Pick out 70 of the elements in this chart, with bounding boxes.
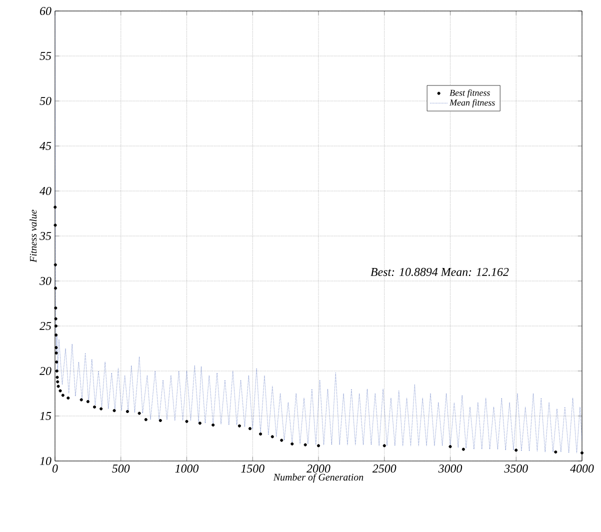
- x-tick-label: 3500: [504, 464, 528, 473]
- point: [198, 422, 202, 425]
- point: [462, 448, 465, 451]
- point: [112, 409, 116, 412]
- y-tick-label: 40: [40, 186, 52, 196]
- point: [54, 351, 58, 355]
- y-tick-label: 25: [40, 322, 52, 330]
- y-tick-label: 30: [40, 276, 52, 286]
- point: [58, 389, 62, 392]
- legend-label: Mean fitness: [449, 99, 495, 108]
- y-tick-label: 15: [40, 412, 52, 420]
- point: [54, 206, 57, 209]
- point: [56, 380, 60, 384]
- point: [54, 263, 57, 266]
- x-tick-label: 4000: [570, 464, 594, 473]
- y-tick-label: 20: [40, 366, 52, 376]
- y-tick-label: 35: [40, 232, 52, 240]
- point: [448, 445, 452, 448]
- point: [270, 435, 274, 438]
- point: [258, 432, 262, 436]
- point: [55, 360, 58, 364]
- x-tick-label: 2500: [372, 464, 396, 473]
- y-tick-label: 55: [40, 52, 52, 60]
- point: [138, 412, 141, 415]
- point: [248, 427, 252, 430]
- point: [280, 438, 284, 442]
- y-tick-label: 60: [40, 6, 52, 16]
- point: [61, 394, 64, 397]
- x-tick-label: 2000: [306, 464, 330, 473]
- point: [100, 407, 103, 410]
- x-tick-label: 0: [52, 464, 58, 473]
- point: [80, 398, 83, 402]
- y-axis-title: Fitness value: [30, 210, 37, 262]
- line-series: [55, 10, 582, 454]
- point: [382, 444, 386, 448]
- point: [212, 423, 215, 427]
- point: [56, 384, 60, 388]
- point: [514, 448, 518, 452]
- annotation: Best: 10.8894 Mean: 12.162: [370, 268, 509, 276]
- x-axis-title: Number of Generation: [273, 473, 364, 483]
- y-tick-label: 10: [40, 456, 52, 466]
- point: [54, 317, 58, 320]
- point: [54, 333, 58, 337]
- point: [290, 442, 294, 446]
- point: [54, 324, 58, 328]
- x-tick-label: 500: [112, 464, 130, 473]
- x-tick-label: 3000: [438, 464, 462, 473]
- point: [126, 410, 130, 414]
- point: [56, 376, 59, 379]
- point: [54, 346, 58, 350]
- legend-label: Best fitness: [450, 89, 490, 98]
- y-tick-label: 50: [40, 96, 52, 106]
- point: [238, 424, 241, 428]
- point: [158, 418, 162, 422]
- point: [66, 396, 70, 400]
- point: [316, 444, 320, 448]
- point: [86, 400, 90, 404]
- point: [185, 420, 188, 423]
- point: [55, 369, 58, 373]
- point: [54, 224, 57, 227]
- point: [554, 450, 558, 454]
- point: [580, 451, 584, 454]
- y-tick-label: 45: [40, 142, 52, 150]
- point: [144, 418, 148, 422]
- point: [54, 286, 58, 290]
- x-tick-label: 1000: [175, 464, 199, 473]
- point: [54, 306, 58, 310]
- point: [92, 405, 96, 409]
- point: [304, 443, 307, 446]
- x-tick-label: 1500: [241, 464, 264, 473]
